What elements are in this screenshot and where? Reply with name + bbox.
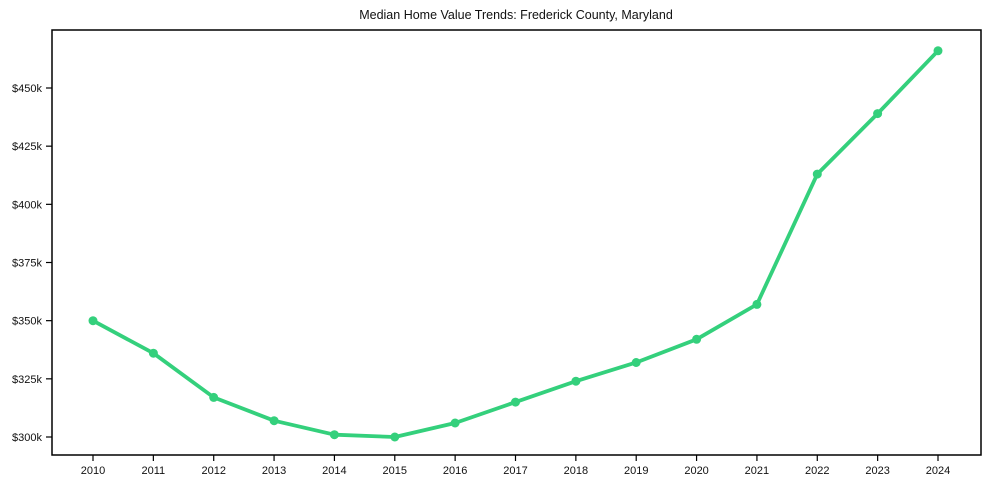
x-tick-label: 2020 <box>684 465 708 477</box>
data-point-2023 <box>873 109 883 119</box>
x-tick-label: 2024 <box>926 465 950 477</box>
x-tick-label: 2010 <box>81 465 105 477</box>
data-point-2010 <box>88 316 98 326</box>
x-tick-label: 2015 <box>383 465 407 477</box>
data-point-2013 <box>269 416 279 426</box>
y-tick-label: $400k <box>12 199 42 211</box>
trend-line <box>91 48 940 439</box>
x-tick-label: 2023 <box>865 465 889 477</box>
data-point-2011 <box>148 348 158 358</box>
x-tick-label: 2016 <box>443 465 467 477</box>
y-tick-label: $450k <box>12 83 42 95</box>
x-tick-label: 2011 <box>142 465 166 477</box>
x-tick-label: 2013 <box>262 465 286 477</box>
data-point-2024 <box>933 46 943 56</box>
x-tick-label: 2012 <box>201 465 225 477</box>
x-axis: 2010 2011 2012 2013 2014 2015 2016 2017 2018 2019… <box>81 455 950 477</box>
data-point-2020 <box>692 334 702 344</box>
data-point-2017 <box>511 397 520 407</box>
data-point-2012 <box>209 392 219 402</box>
x-tick-label: 2018 <box>564 465 588 477</box>
y-tick-label: $425k <box>12 141 42 153</box>
data-point-2018 <box>571 376 581 386</box>
data-point-2014 <box>329 430 339 440</box>
x-tick-label: 2019 <box>624 465 648 477</box>
x-tick-label: 2022 <box>805 465 829 477</box>
plot-frame <box>51 29 982 456</box>
x-tick-label: 2014 <box>322 465 346 477</box>
data-point-2019 <box>631 358 641 367</box>
x-tick-label: 2017 <box>503 465 527 477</box>
data-point-2021 <box>752 299 762 309</box>
y-tick-label: $350k <box>12 316 42 328</box>
data-series-median-home-value <box>88 46 943 442</box>
y-axis: $300k $325k $350k $375k $400k $425k $450k <box>12 83 52 444</box>
data-point-2016 <box>450 418 460 428</box>
chart-title: Median Home Value Trends: Frederick Coun… <box>359 8 673 22</box>
y-tick-label: $375k <box>12 258 42 270</box>
x-tick-label: 2021 <box>745 465 769 477</box>
data-point-2015 <box>390 432 400 442</box>
y-tick-label: $325k <box>12 374 42 386</box>
y-tick-label: $300k <box>12 432 42 444</box>
data-point-2022 <box>812 169 822 179</box>
